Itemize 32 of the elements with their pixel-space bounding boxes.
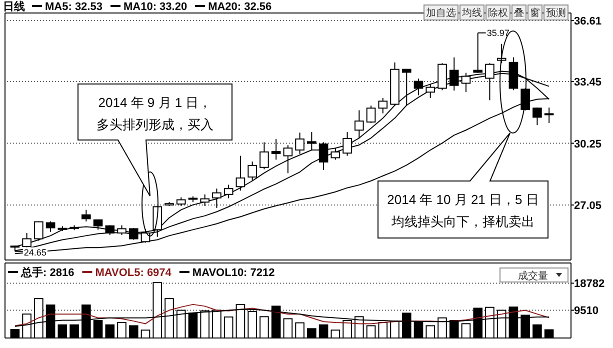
chart-title: 日线 [3,0,25,13]
callout: 2014 年 9 月 1 日， 多头排列形成，买入 [78,84,232,196]
annotation: 叠 [514,8,524,19]
legend-label: MA20: 32.56 [208,1,272,13]
button: 除权 [486,4,510,20]
annotation: 24.65 [24,247,46,258]
note: 35.97 [477,28,510,38]
annotation: 2014 年 9 月 1 日， [98,95,212,110]
y-tick-label: 27.05 [574,200,602,212]
legend-label: MA10: 33.20 [123,1,188,13]
legend-label: MAVOL5: 6974 [95,267,172,279]
note: 24.65 [14,247,48,258]
y-tick-label: 30.25 [574,138,602,150]
button: 均线 [460,4,484,20]
y-tick-label: 9510 [574,305,598,318]
annotation: 2014 年 10 月 21 日，5 日 [387,192,539,207]
button: 预测 [544,4,568,20]
button: 窗 [528,4,542,20]
legend-label: MAVOL10: 7212 [192,267,275,279]
y-tick-label: 33.45 [574,76,602,89]
annotation: 35.97 [486,28,510,38]
y-tick-label: 18782 [574,278,605,290]
button: 叠 [512,4,526,20]
legend-label: 总手: 2816 [20,266,74,279]
legend-label: MA5: 32.53 [45,1,102,13]
button: 加自选 [424,4,458,20]
annotation: 成交量 [518,270,548,282]
dropdown: 成交量 [500,268,568,282]
annotation: 多头排列形成，买入 [96,117,214,132]
callout: 2014 年 10 月 21 日，5 日 均线掉头向下，择机卖出 [378,132,548,238]
annotation: 均线掉头向下，择机卖出 [390,214,534,229]
y-tick-label: 36.61 [574,16,602,28]
